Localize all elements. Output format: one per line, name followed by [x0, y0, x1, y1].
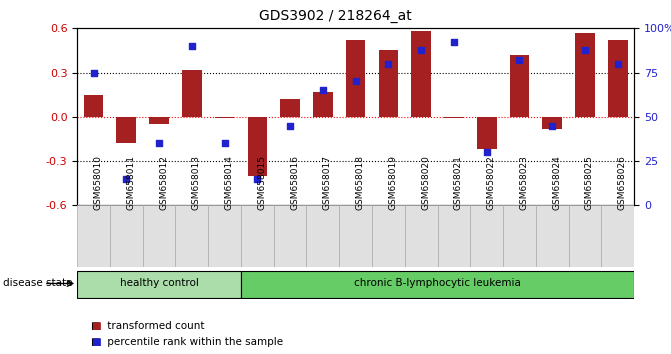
Bar	[241, 270, 634, 298]
Bar	[477, 117, 497, 149]
Point	[285, 123, 295, 129]
Bar	[175, 205, 208, 267]
Bar	[248, 117, 267, 176]
Bar	[182, 70, 202, 117]
Point	[317, 87, 328, 93]
Text: GSM658022: GSM658022	[486, 155, 496, 210]
Bar	[503, 205, 536, 267]
Point	[448, 40, 459, 45]
Point	[514, 57, 525, 63]
Text: GSM658020: GSM658020	[421, 155, 430, 210]
Point	[547, 123, 558, 129]
Text: ■  percentile rank within the sample: ■ percentile rank within the sample	[91, 337, 282, 347]
Bar	[313, 92, 333, 117]
Text: GSM658019: GSM658019	[389, 155, 397, 210]
Bar	[575, 33, 595, 117]
Text: GSM658015: GSM658015	[258, 155, 266, 210]
Bar	[542, 117, 562, 129]
Bar	[536, 205, 568, 267]
Bar	[346, 40, 366, 117]
Text: GSM658021: GSM658021	[454, 155, 463, 210]
Text: ■: ■	[91, 321, 101, 331]
Text: disease state: disease state	[3, 279, 73, 289]
Text: GDS3902 / 218264_at: GDS3902 / 218264_at	[259, 9, 412, 23]
Text: GSM658024: GSM658024	[552, 155, 561, 210]
Text: GSM658012: GSM658012	[159, 155, 168, 210]
Text: ■  transformed count: ■ transformed count	[91, 321, 204, 331]
Bar	[274, 205, 307, 267]
Text: GSM658017: GSM658017	[323, 155, 332, 210]
Point	[613, 61, 623, 67]
Point	[219, 141, 230, 146]
Text: GSM658014: GSM658014	[225, 155, 234, 210]
Point	[154, 141, 164, 146]
Bar	[117, 117, 136, 143]
Point	[88, 70, 99, 75]
Text: ■: ■	[91, 337, 101, 347]
Bar	[208, 205, 241, 267]
Text: GSM658025: GSM658025	[585, 155, 594, 210]
Point	[252, 176, 263, 182]
Bar	[437, 205, 470, 267]
Text: GSM658026: GSM658026	[618, 155, 627, 210]
Text: chronic B-lymphocytic leukemia: chronic B-lymphocytic leukemia	[354, 279, 521, 289]
Point	[121, 176, 132, 182]
Bar	[215, 117, 234, 118]
Bar	[372, 205, 405, 267]
Text: healthy control: healthy control	[119, 279, 199, 289]
Bar	[470, 205, 503, 267]
Point	[416, 47, 427, 52]
Bar	[280, 99, 300, 117]
Bar	[149, 117, 169, 124]
Bar	[340, 205, 372, 267]
Bar	[411, 31, 431, 117]
Text: GSM658018: GSM658018	[356, 155, 364, 210]
Point	[580, 47, 590, 52]
Bar	[77, 270, 241, 298]
Point	[383, 61, 394, 67]
Bar	[378, 51, 398, 117]
Bar	[444, 117, 464, 118]
Bar	[143, 205, 175, 267]
Text: GSM658013: GSM658013	[192, 155, 201, 210]
Bar	[307, 205, 340, 267]
Point	[187, 43, 197, 49]
Text: GSM658010: GSM658010	[93, 155, 103, 210]
Bar	[608, 40, 627, 117]
Bar	[568, 205, 601, 267]
Text: GSM658016: GSM658016	[290, 155, 299, 210]
Point	[350, 79, 361, 84]
Bar	[77, 205, 110, 267]
Bar	[405, 205, 437, 267]
Bar	[84, 95, 103, 117]
Bar	[241, 205, 274, 267]
Text: GSM658023: GSM658023	[519, 155, 529, 210]
Text: GSM658011: GSM658011	[126, 155, 136, 210]
Bar	[601, 205, 634, 267]
Point	[481, 149, 492, 155]
Bar	[110, 205, 143, 267]
Bar	[509, 55, 529, 117]
